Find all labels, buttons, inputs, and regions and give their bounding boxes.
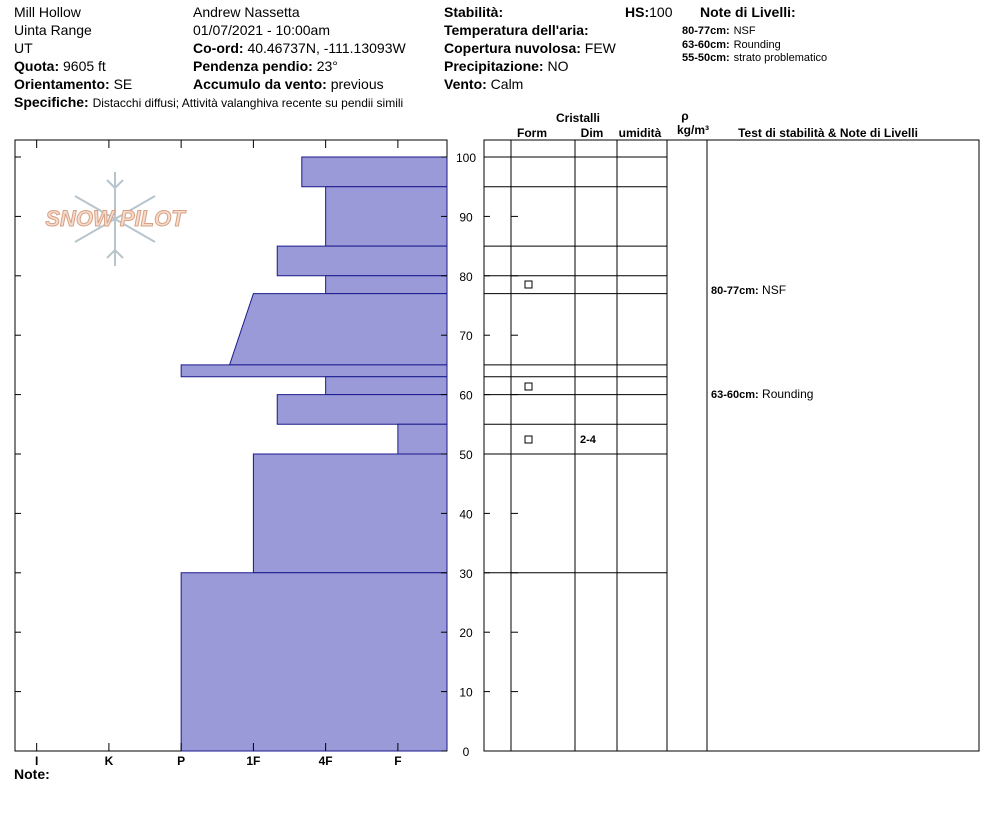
y-tick-label: 80 <box>459 270 473 284</box>
y-tick-label: 20 <box>459 626 473 640</box>
observer: Andrew Nassetta <box>193 4 300 20</box>
x-tick-label: P <box>177 754 185 768</box>
y-tick-label: 40 <box>459 507 473 521</box>
hs: HS:100 <box>625 4 673 20</box>
layer <box>180 364 448 378</box>
y-tick-label: 100 <box>456 151 476 165</box>
sky: Copertura nuvolosa: FEW <box>444 40 617 56</box>
footer-note: Note: <box>14 766 50 782</box>
state: UT <box>14 40 33 56</box>
precip: Precipitazione: NO <box>444 58 569 74</box>
specifics: Specifiche: Distacchi diffusi; Attività … <box>14 94 403 110</box>
coords: Co-ord: 40.46737N, -111.13093W <box>193 40 406 56</box>
layer <box>397 423 448 455</box>
column-headers: Cristalli Form Dim umidità ρ kg/m³ Test … <box>517 109 918 140</box>
y-tick-label: 70 <box>459 329 473 343</box>
y-tick-label: 90 <box>459 210 473 224</box>
x-tick-label: I <box>35 754 38 768</box>
layer-note: 80-77cm: NSF <box>711 283 786 297</box>
location: Mill Hollow <box>14 4 82 20</box>
col-header: umidità <box>619 126 662 140</box>
note: 80-77cm: NSF <box>682 21 756 37</box>
datetime: 01/07/2021 - 10:00am <box>193 22 330 38</box>
layer <box>276 245 448 277</box>
logo-text: SNOW PILOT <box>45 206 186 231</box>
aspect: Orientamento: SE <box>14 76 132 92</box>
col-header: Test di stabilità & Note di Livelli <box>738 126 918 140</box>
grain-symbols <box>524 280 533 444</box>
col-header: Dim <box>581 126 604 140</box>
col-header: Cristalli <box>556 111 600 125</box>
layer <box>301 156 448 188</box>
col-header: kg/m³ <box>677 123 709 137</box>
y-tick-label: 60 <box>459 389 473 403</box>
layer-note: 63-60cm: Rounding <box>711 387 813 401</box>
x-tick-label: 4F <box>319 754 333 768</box>
layer <box>228 293 448 366</box>
header: Mill Hollow Uinta Range UT Quota: 9605 f… <box>14 4 827 110</box>
column-lines <box>510 140 708 751</box>
note: 55-50cm: strato problematico <box>682 48 827 64</box>
layer <box>276 394 448 425</box>
wind: Vento: Calm <box>444 76 523 92</box>
stability: Stabilità: <box>444 4 503 20</box>
col-header: Form <box>517 126 547 140</box>
layer <box>325 376 448 396</box>
logo <box>74 172 156 266</box>
range: Uinta Range <box>14 22 92 38</box>
plot: 2-4 0 10 20 30 40 50 60 70 80 90 100 I K P 1F 4F F <box>15 140 667 768</box>
y-tick-label: 10 <box>459 686 473 700</box>
x-tick-label: 1F <box>246 754 260 768</box>
air-temp: Temperatura dell'aria: <box>444 22 589 38</box>
elevation: Quota: 9605 ft <box>14 58 106 74</box>
y-tick-label: 0 <box>463 745 470 759</box>
note: 63-60cm: Rounding <box>682 35 781 51</box>
layer <box>325 186 448 247</box>
x-tick-label: K <box>105 754 114 768</box>
slope: Pendenza pendio: 23° <box>193 58 338 74</box>
layer <box>252 453 448 574</box>
y-tick-label: 30 <box>459 567 473 581</box>
y-tick-label: 50 <box>459 448 473 462</box>
crystal-frame <box>483 139 980 752</box>
col-header: ρ <box>681 109 688 123</box>
x-tick-label: F <box>394 754 401 768</box>
grain-size: 2-4 <box>580 434 597 446</box>
layer <box>325 275 448 295</box>
notes-title: Note di Livelli: <box>700 4 796 20</box>
wind-loading: Accumulo da vento: previous <box>193 76 384 92</box>
layer <box>180 572 448 752</box>
